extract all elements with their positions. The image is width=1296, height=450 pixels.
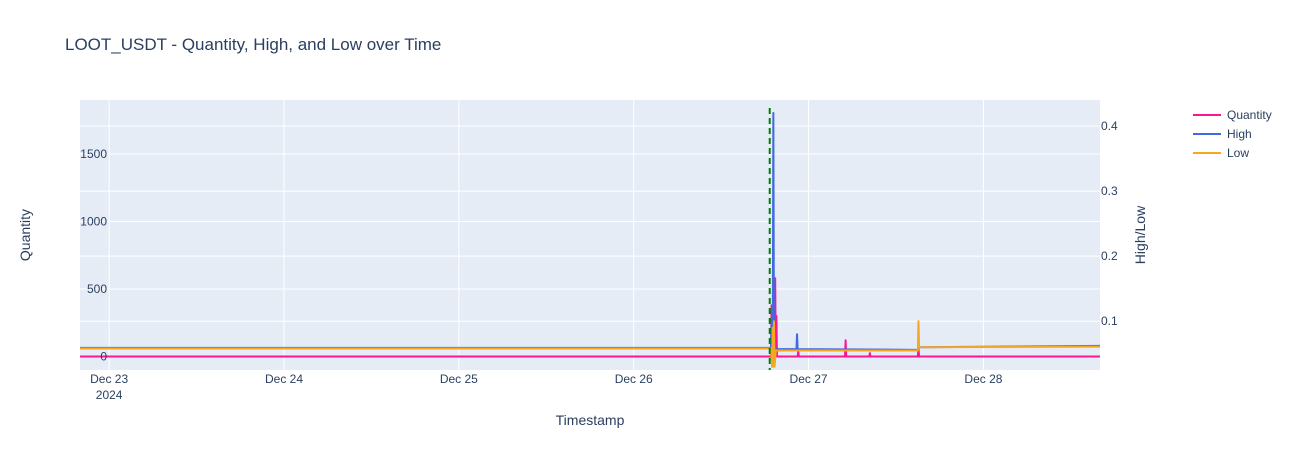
y-left-tick-label: 1000	[80, 215, 107, 229]
x-tick-label: Dec 28	[964, 372, 1002, 386]
y-left-axis-title: Quantity	[17, 209, 33, 261]
series-line-low	[80, 320, 1101, 368]
legend-item-low[interactable]: Low	[1193, 146, 1249, 160]
y-left-axis-ticks: 0 500 1000 1500	[80, 147, 107, 364]
legend-label: High	[1227, 127, 1252, 141]
x-tick-label: Dec 23	[90, 372, 128, 386]
legend-label: Quantity	[1227, 108, 1272, 122]
legend-label: Low	[1227, 146, 1249, 160]
x-tick-sublabel: 2024	[96, 388, 123, 402]
y-right-axis-ticks: 0.1 0.2 0.3 0.4	[1101, 119, 1118, 328]
y-right-tick-label: 0.3	[1101, 184, 1118, 198]
y-right-tick-label: 0.2	[1101, 249, 1118, 263]
y-right-axis-title: High/Low	[1132, 205, 1148, 264]
y-right-tick-label: 0.1	[1101, 314, 1118, 328]
legend-item-quantity[interactable]: Quantity	[1193, 108, 1272, 122]
series-layer	[80, 112, 1101, 368]
x-axis-title: Timestamp	[556, 412, 625, 428]
y-left-tick-label: 1500	[80, 147, 107, 161]
x-axis-ticks: Dec 23 2024 Dec 24 Dec 25 Dec 26 Dec 27 Dec 28	[90, 372, 1003, 402]
y-left-tick-label: 0	[100, 350, 107, 364]
x-tick-label: Dec 26	[615, 372, 653, 386]
chart-title: LOOT_USDT - Quantity, High, and Low over…	[65, 35, 441, 54]
y-right-tick-label: 0.4	[1101, 119, 1118, 133]
x-tick-label: Dec 24	[265, 372, 303, 386]
legend-item-high[interactable]: High	[1193, 127, 1252, 141]
y-left-tick-label: 500	[87, 282, 107, 296]
x-tick-label: Dec 27	[790, 372, 828, 386]
x-tick-label: Dec 25	[440, 372, 478, 386]
plot-area	[80, 100, 1100, 370]
legend[interactable]: Quantity High Low	[1193, 108, 1272, 160]
